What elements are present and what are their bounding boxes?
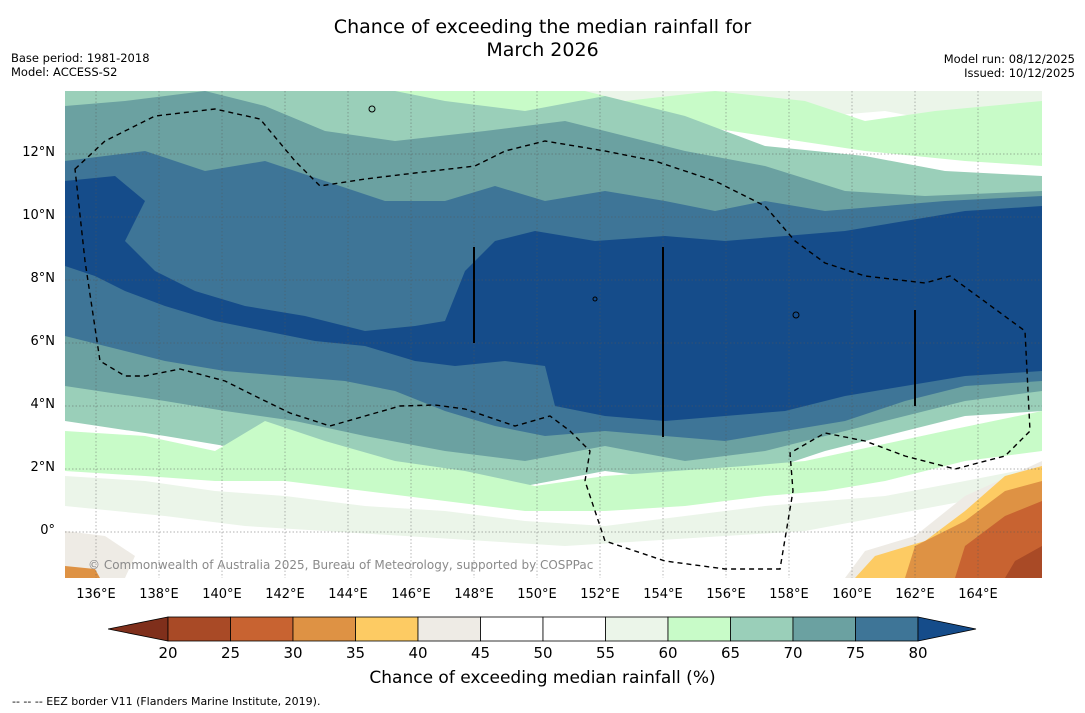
colorbar-tick-70: 70 (783, 644, 803, 662)
colorbar-cell-20 (167, 616, 231, 642)
lon-label-160e: 160°E (832, 587, 872, 602)
colorbar-tick-65: 65 (720, 644, 741, 662)
lon-label-140e: 140°E (202, 587, 242, 602)
map-title-line2: March 2026 (486, 39, 599, 61)
model-name: Model: ACCESS-S2 (11, 65, 118, 79)
colorbar-extend-high (917, 616, 977, 642)
colorbar-cell-60 (667, 616, 731, 642)
base-period: Base period: 1981-2018 (11, 51, 150, 65)
lon-label-164e: 164°E (958, 587, 998, 602)
issued-date: Issued: 10/12/2025 (964, 66, 1075, 80)
lon-label-142e: 142°E (265, 587, 305, 602)
eez-legend-footer: -- -- -- EEZ border V11 (Flanders Marine… (12, 695, 321, 708)
colorbar-tick-40: 40 (408, 644, 428, 662)
lon-label-146e: 146°E (391, 587, 431, 602)
eez-border (74, 108, 1031, 570)
colorbar-cell-35 (355, 616, 419, 642)
lon-label-144e: 144°E (328, 587, 368, 602)
colorbar-tick-45: 45 (470, 644, 491, 662)
lat-label-4n: 4°N (30, 397, 56, 412)
colorbar-tick-20: 20 (158, 644, 178, 662)
colorbar-cell-40 (417, 616, 481, 642)
copyright-credit: © Commonwealth of Australia 2025, Bureau… (88, 558, 594, 572)
lat-label-2n: 2°N (30, 460, 56, 475)
colorbar-cell-70 (792, 616, 856, 642)
contour-sw-dry (65, 531, 135, 578)
lon-label-148e: 148°E (454, 587, 494, 602)
graticule (65, 91, 1042, 578)
colorbar-cell-50 (542, 616, 606, 642)
contour-55-60-south (65, 466, 1042, 546)
colorbar-tick-60: 60 (658, 644, 678, 662)
lat-label-0: 0° (40, 523, 55, 538)
map-title-line1: Chance of exceeding the median rainfall … (333, 16, 752, 38)
colorbar (108, 616, 977, 642)
lon-label-162e: 162°E (895, 587, 935, 602)
colorbar-cell-55 (605, 616, 669, 642)
lon-label-136e: 136°E (76, 587, 116, 602)
lat-label-6n: 6°N (30, 334, 56, 349)
lon-label-138e: 138°E (139, 587, 179, 602)
contour-60-65-south (65, 411, 1042, 511)
colorbar-extend-low (108, 616, 169, 642)
colorbar-tick-50: 50 (533, 644, 553, 662)
lon-label-154e: 154°E (643, 587, 683, 602)
lon-label-156e: 156°E (706, 587, 746, 602)
colorbar-cell-65 (730, 616, 794, 642)
colorbar-tick-35: 35 (345, 644, 366, 662)
colorbar-tick-25: 25 (220, 644, 241, 662)
islands (368, 105, 800, 319)
contour-20-25 (1005, 546, 1042, 578)
colorbar-tick-75: 75 (845, 644, 866, 662)
colorbar-tick-55: 55 (595, 644, 616, 662)
contour-sw-orange (65, 566, 100, 578)
lon-label-158e: 158°E (769, 587, 809, 602)
lat-label-12n: 12°N (22, 145, 55, 160)
rainfall-probability-map (65, 91, 1042, 578)
colorbar-cell-75 (855, 616, 919, 642)
model-run-date: Model run: 08/12/2025 (943, 52, 1075, 66)
lon-label-152e: 152°E (580, 587, 620, 602)
colorbar-tick-30: 30 (283, 644, 303, 662)
map-canvas (65, 91, 1042, 578)
colorbar-cell-25 (230, 616, 294, 642)
colorbar-tick-80: 80 (908, 644, 928, 662)
lat-label-10n: 10°N (22, 208, 55, 223)
colorbar-cell-30 (292, 616, 356, 642)
lon-label-150e: 150°E (517, 587, 557, 602)
contour-above-80 (65, 176, 1042, 421)
colorbar-title: Chance of exceeding median rainfall (%) (369, 668, 716, 688)
boundary-segments (473, 247, 916, 437)
colorbar-cell-45 (480, 616, 544, 642)
lat-label-8n: 8°N (30, 271, 56, 286)
